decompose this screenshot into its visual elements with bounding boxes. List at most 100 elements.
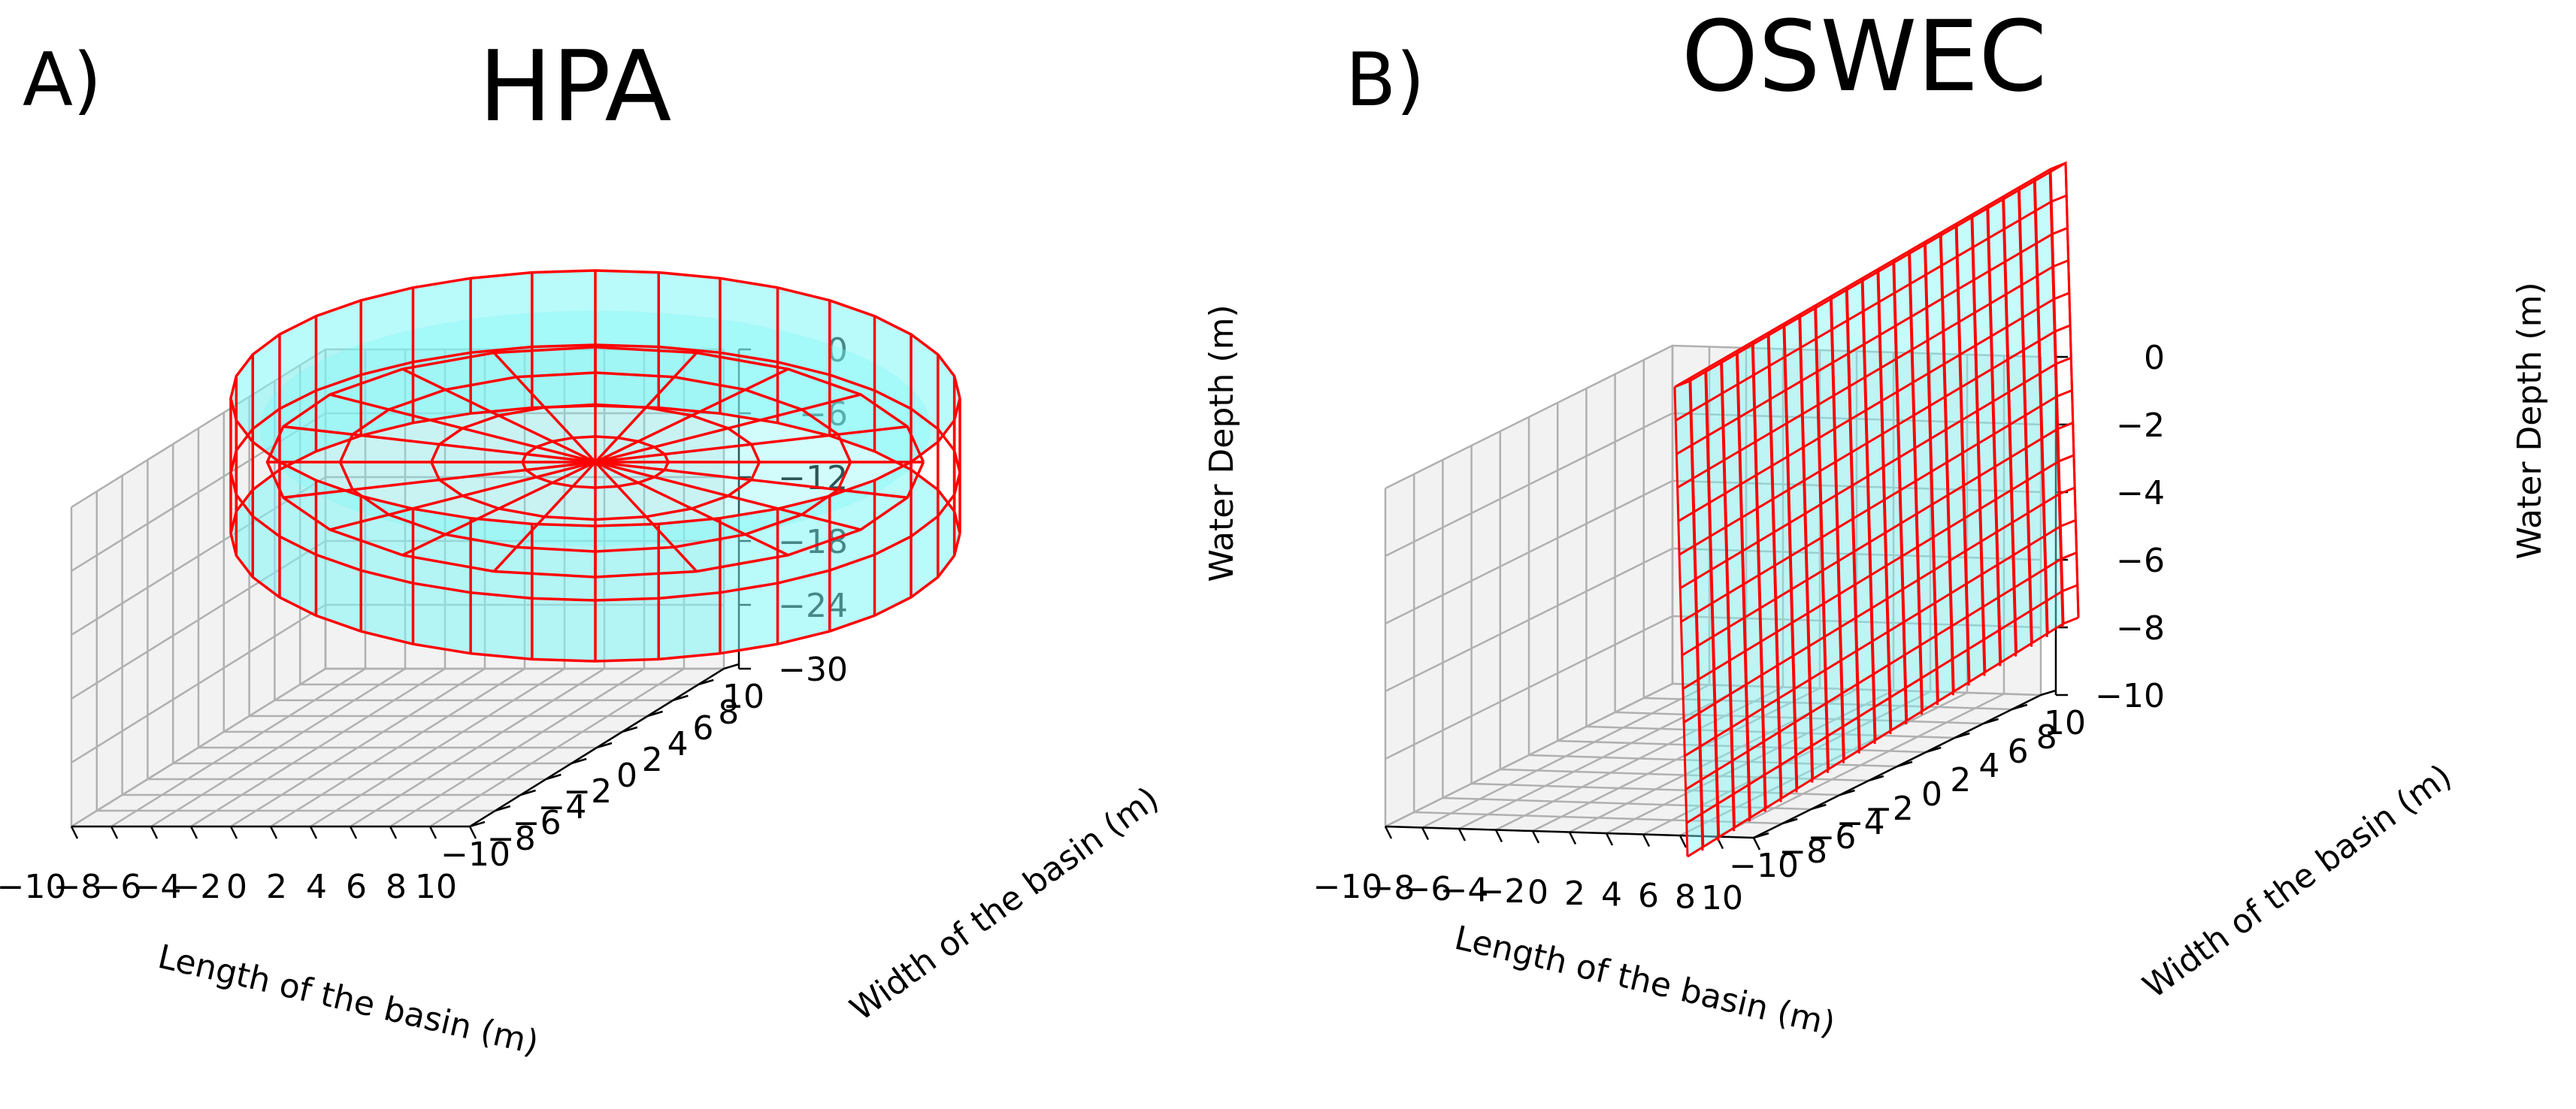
gridline-z (71, 667, 724, 828)
y-tick-mark (647, 710, 663, 718)
y-tick-mark (495, 805, 511, 812)
hpa-spoke (401, 461, 596, 557)
oswec-edge-line (2051, 227, 2068, 235)
x-axis-label: Length of the basin (m) (1451, 919, 1839, 1044)
hpa-spoke (283, 461, 596, 500)
y-tick-mark (469, 820, 486, 828)
oswec-edge-line (2056, 389, 2073, 397)
x-tick-mark (1678, 835, 1688, 848)
x-tick-mark (150, 826, 159, 839)
oswec-row-line (1682, 460, 2060, 690)
oswec-edge-line (2061, 551, 2078, 560)
hpa-spoke (283, 425, 596, 464)
gridline-z (71, 476, 724, 636)
y-tick-label: 4 (1978, 747, 1999, 785)
hpa-spoke (595, 425, 908, 464)
y-tick-label: 10 (2044, 704, 2086, 742)
panel-a-hpa: −10−10−8−8−6−6−4−4−2−2002244668810100−6−… (0, 29, 1241, 1062)
x-tick-label: 10 (1701, 879, 1743, 917)
x-tick-label: −6 (1403, 870, 1452, 908)
y-tick-label: 0 (616, 757, 637, 795)
x-tick-mark (1752, 837, 1761, 851)
z-axis-label: Water Depth (m) (1203, 304, 1241, 582)
hpa-spoke (595, 367, 789, 464)
oswec-edge-line (2054, 324, 2071, 333)
panel-title: OSWEC (1682, 0, 2047, 113)
y-tick-label: −2 (563, 772, 612, 811)
oswec-edge-line (2062, 584, 2078, 593)
x-tick-label: −2 (173, 868, 222, 906)
panel-label: A) (23, 38, 101, 123)
oswec-edge-line (2059, 486, 2075, 495)
y-tick-mark (1954, 732, 1970, 739)
y-tick-label: 8 (2036, 718, 2057, 757)
oswec-row-line (1684, 525, 2062, 757)
oswec-edge-line (2058, 454, 2075, 463)
hpa-top-rim (229, 269, 961, 527)
x-tick-label: −8 (53, 868, 102, 906)
y-tick-mark (546, 773, 562, 781)
oswec-row-line (1676, 265, 2054, 489)
y-tick-label: −10 (1729, 847, 1799, 885)
y-tick-mark (1811, 803, 1827, 811)
x-tick-label: 10 (415, 868, 457, 906)
oswec-edge-line (2051, 194, 2067, 203)
gridline-z (1385, 479, 2042, 625)
x-axis-label: Length of the basin (m) (154, 938, 542, 1062)
x-tick-mark (1642, 833, 1651, 848)
gridline-z (1385, 682, 2042, 828)
x-tick-mark (70, 826, 79, 839)
y-tick-label: 4 (667, 725, 689, 763)
oswec-row-line (1685, 590, 2063, 824)
z-tick-label: −8 (2116, 609, 2165, 648)
y-tick-mark (1868, 775, 1884, 782)
y-tick-mark (520, 789, 536, 796)
y-tick-label: −8 (487, 820, 536, 858)
oswec-row-line (1674, 168, 2051, 388)
y-tick-mark (1781, 817, 1798, 825)
z-axis-label: Water Depth (m) (2511, 282, 2549, 559)
x-tick-label: 4 (1601, 876, 1622, 914)
hpa-spoke (595, 393, 861, 464)
oswec-edge-line (2060, 518, 2076, 527)
z-tick-label: −6 (2116, 542, 2165, 580)
x-tick-mark (1384, 826, 1393, 839)
y-tick-mark (1925, 746, 1942, 754)
z-tick-label: −30 (778, 651, 848, 689)
x-tick-mark (389, 826, 398, 839)
y-tick-label: 6 (692, 709, 713, 748)
y-axis-label: Width of the basin (m) (843, 780, 1166, 1029)
oswec-row-line (1678, 298, 2055, 522)
hpa-spoke (595, 461, 789, 557)
y-tick-label: −10 (440, 836, 510, 874)
oswec-edge-line (2055, 356, 2072, 365)
y-tick-label: −4 (538, 788, 587, 826)
oswec-row-line (1685, 558, 2063, 790)
y-tick-mark (1896, 760, 1913, 768)
x-tick-mark (189, 826, 198, 839)
oswec-row-line (1679, 362, 2057, 590)
x-tick-label: 8 (386, 868, 407, 906)
x-tick-mark (229, 826, 238, 839)
oswec-row-line (1675, 233, 2054, 455)
x-tick-label: −2 (1477, 872, 1526, 911)
oswec-row-line (1678, 330, 2056, 556)
oswec-row-line (1680, 395, 2058, 623)
y-tick-mark (2040, 689, 2057, 697)
oswec-row-line (1675, 200, 2052, 422)
oswec-row-line (1683, 492, 2060, 724)
y-tick-mark (698, 678, 714, 686)
x-tick-mark (1531, 830, 1540, 844)
y-tick-mark (723, 663, 740, 670)
x-tick-label: 0 (226, 868, 247, 906)
z-tick-label: −2 (2116, 406, 2165, 445)
y-tick-mark (622, 726, 638, 733)
oswec-edge-line (2054, 292, 2070, 301)
y-tick-mark (1839, 789, 1855, 796)
hpa-spoke (492, 461, 597, 573)
oswec-row-line (1687, 622, 2064, 858)
panel-b-oswec: −10−10−8−8−6−6−4−4−2−2002244668810100−2−… (1313, 0, 2549, 1044)
hpa-spoke (329, 461, 596, 531)
panel-label: B) (1346, 38, 1424, 123)
